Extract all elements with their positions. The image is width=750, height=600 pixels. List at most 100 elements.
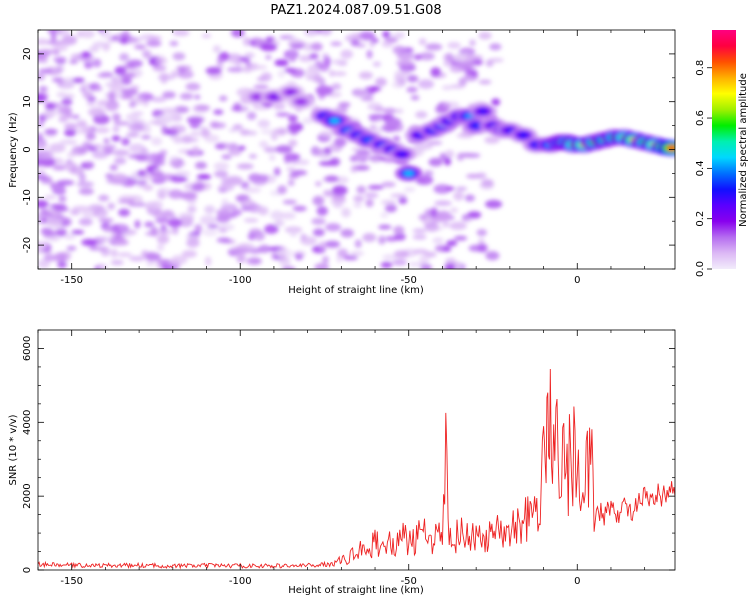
spectrogram-noise-blob xyxy=(58,195,67,203)
spectrogram-noise-blob xyxy=(118,199,135,204)
spectrogram-noise-blob xyxy=(242,36,251,47)
spectrogram-noise-blob xyxy=(64,122,78,131)
spectrogram-noise-blob xyxy=(56,91,67,98)
spectrogram-noise-blob xyxy=(292,205,307,212)
spectrogram-noise-blob xyxy=(254,231,266,241)
spectrogram-y-tick-label: -10 xyxy=(22,189,33,205)
spectrogram-signal-peak xyxy=(477,108,488,115)
spectrogram-signal-peak xyxy=(295,98,306,105)
spectrogram-noise-blob xyxy=(95,86,104,92)
spectrogram-noise-blob xyxy=(38,170,46,177)
spectrogram-noise-blob xyxy=(489,43,502,51)
spectrogram-noise-blob xyxy=(406,76,419,82)
spectrogram-noise-blob xyxy=(180,218,193,224)
spectrogram-noise-blob xyxy=(303,30,318,37)
spectrogram-noise-blob xyxy=(453,191,465,201)
spectrogram-noise-blob xyxy=(353,195,365,202)
spectrogram-noise-blob xyxy=(325,223,342,232)
spectrogram-noise-blob xyxy=(393,225,405,235)
spectrogram-noise-blob xyxy=(485,251,500,261)
spectrogram-noise-blob xyxy=(362,233,377,243)
spectrogram-noise-blob xyxy=(56,30,71,37)
spectrogram-noise-blob xyxy=(371,38,379,43)
snr-frame xyxy=(37,329,676,571)
spectrogram-noise-blob xyxy=(488,58,504,63)
spectrogram-noise-blob xyxy=(412,228,427,234)
spectrogram-noise-blob xyxy=(263,146,278,153)
spectrogram-noise-blob xyxy=(44,128,58,135)
spectrogram-noise-blob xyxy=(113,239,130,246)
spectrogram-noise-blob xyxy=(239,129,250,136)
spectrogram-noise-blob xyxy=(372,61,382,67)
spectrogram-noise-blob xyxy=(48,143,66,153)
snr-y-tick-label: 0 xyxy=(22,567,33,573)
spectrogram-noise-blob xyxy=(277,69,286,78)
spectrogram-noise-blob xyxy=(458,152,475,158)
spectrogram-noise-blob xyxy=(476,229,487,237)
spectrogram-noise-blob xyxy=(278,126,286,136)
spectrogram-x-ticks: -150 -100 -50 0 xyxy=(37,30,646,286)
spectrogram-noise-blob xyxy=(123,30,130,36)
spectrogram-noise-blob xyxy=(238,145,246,151)
spectrogram-noise-blob xyxy=(45,255,56,260)
spectrogram-noise-blob xyxy=(221,198,229,206)
spectrogram-noise-blob xyxy=(444,149,455,159)
spectrogram-noise-blob xyxy=(86,100,96,106)
spectrogram-noise-blob xyxy=(433,184,451,194)
spectrogram-noise-blob xyxy=(344,34,363,43)
spectrogram-noise-blob xyxy=(71,229,85,235)
spectrogram-noise-blob xyxy=(93,207,108,218)
spectrogram-noise-blob xyxy=(311,217,326,225)
spectrogram-noise-blob xyxy=(469,39,476,47)
spectrogram-noise-blob xyxy=(146,40,162,47)
spectrogram-noise-blob xyxy=(66,245,77,251)
snr-x-tick-label: -150 xyxy=(60,576,83,587)
spectrogram-noise-blob xyxy=(315,85,334,96)
spectrogram-noise-blob xyxy=(38,73,46,81)
spectrogram-noise-blob xyxy=(289,229,298,238)
spectrogram-noise-blob xyxy=(210,122,227,129)
spectrogram-noise-blob xyxy=(225,176,243,186)
spectrogram-noise-blob xyxy=(436,210,451,220)
spectrogram-noise-blob xyxy=(85,132,96,141)
spectrogram-noise-blob xyxy=(150,226,159,237)
spectrogram-noise-blob xyxy=(236,163,254,170)
spectrogram-noise-blob xyxy=(277,185,287,195)
spectrogram-noise-blob xyxy=(169,40,179,47)
spectrogram-noise-blob xyxy=(287,114,298,123)
spectrogram-noise-blob xyxy=(243,218,259,223)
spectrogram-noise-blob xyxy=(38,241,45,252)
spectrogram-noise-blob xyxy=(199,215,217,226)
spectrogram-noise-blob xyxy=(334,137,347,147)
spectrogram-noise-blob xyxy=(342,255,359,261)
spectrogram-noise-blob xyxy=(136,179,148,186)
spectrogram-noise-blob xyxy=(465,68,478,76)
spectrogram-noise-blob xyxy=(134,44,146,50)
spectrogram-noise-blob xyxy=(395,60,414,66)
spectrogram-noise-blob xyxy=(458,77,467,87)
spectrogram-noise-blob xyxy=(375,77,387,87)
spectrogram-noise-blob xyxy=(358,71,373,80)
spectrogram-noise-blob xyxy=(78,217,93,226)
spectrogram-noise-blob xyxy=(135,154,148,162)
spectrogram-noise-blob xyxy=(152,209,164,219)
spectrogram-noise-blob xyxy=(350,251,364,256)
spectrogram-noise-blob xyxy=(257,119,271,129)
spectrogram-noise-blob xyxy=(491,98,501,106)
spectrogram-noise-blob xyxy=(392,45,406,55)
snr-y-tick-label: 6000 xyxy=(22,336,33,361)
spectrogram-noise-blob xyxy=(328,69,335,77)
spectrogram-noise-blob xyxy=(395,108,404,114)
spectrogram-noise-blob xyxy=(350,165,358,174)
spectrogram-noise-blob xyxy=(332,200,344,209)
spectrogram-noise-blob xyxy=(127,37,142,43)
spectrogram-noise-blob xyxy=(130,85,140,91)
spectrogram-noise-blob xyxy=(113,121,131,126)
spectrogram-noise-blob xyxy=(171,114,183,122)
spectrogram-noise-blob xyxy=(38,38,50,46)
spectrogram-noise-blob xyxy=(413,249,429,254)
spectrogram-noise-blob xyxy=(256,76,268,82)
spectrogram-noise-blob xyxy=(378,235,386,245)
spectrogram-noise-blob xyxy=(91,149,109,159)
spectrogram-noise-blob xyxy=(423,170,434,177)
